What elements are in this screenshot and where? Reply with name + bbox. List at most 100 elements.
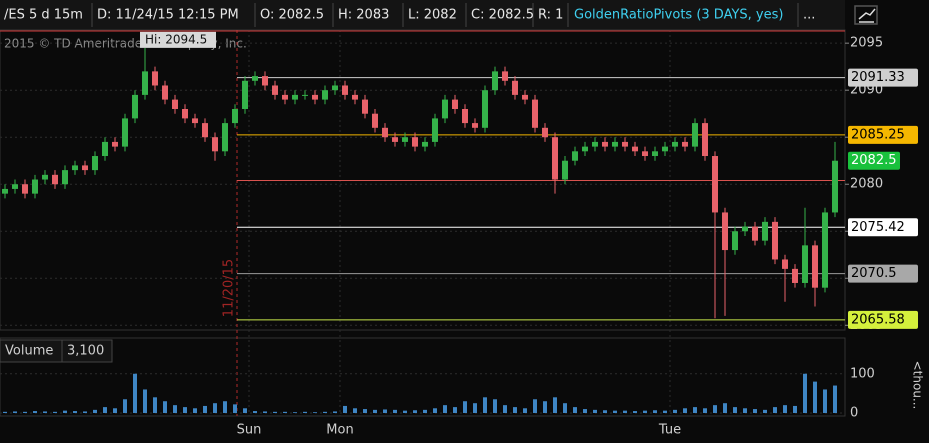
volume-bar: [113, 408, 117, 413]
y-tick-label: 2095: [850, 36, 883, 51]
volume-header: [0, 339, 113, 363]
header-bar: [0, 0, 845, 30]
symbol[interactable]: /ES 5 d 15m: [4, 8, 83, 23]
volume-bar: [143, 389, 147, 413]
candle-body: [362, 99, 368, 114]
candle-body: [512, 80, 518, 95]
volume-bar: [173, 405, 177, 413]
candle-body: [752, 226, 758, 241]
volume-bar: [623, 410, 627, 413]
volume-bar: [483, 397, 487, 413]
candle-body: [472, 123, 478, 128]
candle-body: [812, 245, 818, 288]
volume-bar: [713, 405, 717, 413]
volume-bar: [3, 411, 7, 413]
candle-body: [562, 160, 568, 180]
high: H: 2083: [338, 8, 389, 23]
candle-body: [822, 212, 828, 288]
volume-bar: [413, 410, 417, 413]
volume-bar: [323, 411, 327, 413]
volume-bar: [743, 408, 747, 413]
volume-bar: [813, 381, 817, 413]
candle-body: [662, 146, 668, 152]
volume-bar: [333, 411, 337, 413]
volume-bar: [803, 373, 807, 413]
candle-body: [372, 113, 378, 128]
candle-body: [432, 118, 438, 142]
volume-bar: [583, 409, 587, 413]
volume-bar: [13, 411, 17, 413]
date: D: 11/24/15 12:15 PM: [97, 8, 239, 23]
volume-bar: [733, 407, 737, 413]
volume-bar: [783, 405, 787, 413]
candle-body: [272, 85, 278, 95]
volume-bar: [673, 409, 677, 413]
volume-bar: [793, 405, 797, 413]
volume-bar: [683, 408, 687, 413]
low: L: 2082: [408, 8, 457, 23]
candle-body: [82, 165, 88, 171]
x-tick-label: Sun: [237, 423, 262, 438]
volume-bar: [273, 411, 277, 413]
volume-bar: [383, 409, 387, 413]
header-dividers: [91, 3, 799, 27]
candle-body: [12, 184, 18, 189]
candle-body: [52, 174, 58, 185]
candle-body: [632, 146, 638, 152]
candle-body: [782, 259, 788, 269]
volume-bar: [593, 409, 597, 413]
candle-body: [222, 123, 228, 152]
candle-body: [342, 85, 348, 95]
candle-body: [762, 221, 768, 241]
volume-bar: [63, 410, 67, 413]
volume-bar: [613, 410, 617, 413]
candle-body: [832, 160, 838, 213]
candle-body: [792, 268, 798, 283]
candle-body: [652, 151, 658, 157]
candle-body: [712, 156, 718, 213]
candle-body: [202, 123, 208, 138]
candle-body: [722, 212, 728, 251]
candle-body: [502, 71, 508, 81]
volume-bar: [393, 409, 397, 413]
volume-bar: [243, 408, 247, 413]
more[interactable]: ...: [803, 8, 815, 23]
settings-icon[interactable]: [854, 5, 878, 25]
study[interactable]: GoldenRatioPivots (3 DAYS, yes): [574, 8, 783, 23]
level-label: 2091.33: [851, 70, 905, 85]
volume-bar: [473, 403, 477, 413]
candle-body: [612, 141, 618, 147]
volume-tick-label: 100: [850, 366, 875, 381]
candle-body: [392, 137, 398, 142]
candle-body: [442, 99, 448, 119]
candle-body: [672, 141, 678, 147]
candle-body: [452, 99, 458, 109]
volume-bar: [643, 410, 647, 413]
volume-bar: [33, 411, 37, 413]
candle-body: [72, 165, 78, 171]
candle-body: [402, 137, 408, 142]
volume-bar: [223, 401, 227, 413]
volume-bar: [773, 407, 777, 413]
volume-bar: [163, 401, 167, 413]
volume-bar: [573, 407, 577, 413]
volume-bar: [463, 401, 467, 413]
volume-bar: [73, 411, 77, 413]
candle-body: [352, 94, 358, 100]
candle-body: [172, 99, 178, 109]
candle-body: [492, 71, 498, 91]
candle-body: [162, 85, 168, 100]
volume-bar: [213, 403, 217, 413]
level-box: [848, 264, 918, 283]
volume-bar: [53, 411, 57, 413]
volume-bar: [313, 412, 317, 413]
volume-bar: [303, 411, 307, 413]
candle-body: [212, 137, 218, 152]
candle-body: [22, 184, 28, 194]
volume-bar: [513, 407, 517, 413]
candle-body: [602, 141, 608, 147]
volume-panel: [0, 337, 846, 417]
volume-bar: [563, 403, 567, 413]
candle-body: [572, 151, 578, 161]
